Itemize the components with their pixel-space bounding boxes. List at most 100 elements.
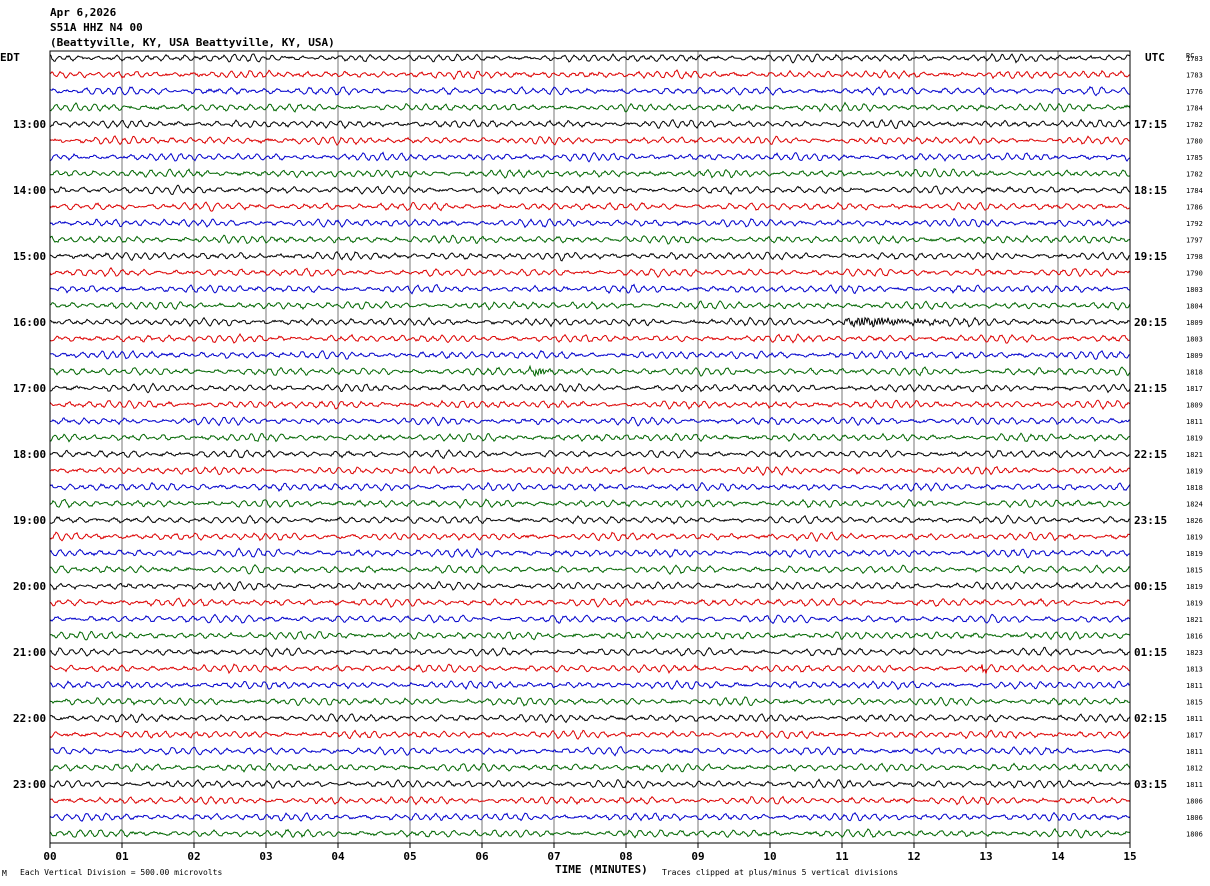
x-tick-label: 00 <box>43 850 56 863</box>
left-hour-label: 18:00 <box>13 448 46 461</box>
rc-value: 1815 <box>1186 567 1203 575</box>
right-hour-label: 21:15 <box>1134 382 1167 395</box>
trace-line <box>49 498 1131 510</box>
x-tick-label: 09 <box>691 850 704 863</box>
trace-line <box>49 168 1131 179</box>
left-hour-label: 23:00 <box>13 778 46 791</box>
trace-line <box>49 696 1131 707</box>
rc-value: 1817 <box>1186 732 1203 740</box>
rc-value: 1811 <box>1186 715 1203 723</box>
trace-line <box>49 811 1131 822</box>
trace-line <box>49 416 1131 427</box>
trace-line <box>49 795 1131 806</box>
rc-value: 1804 <box>1186 303 1203 311</box>
rc-value: 1780 <box>1186 138 1203 146</box>
trace-line <box>49 597 1131 608</box>
trace-line <box>49 69 1131 81</box>
x-tick-label: 10 <box>763 850 776 863</box>
trace-line <box>49 135 1131 146</box>
x-axis-label: TIME (MINUTES) <box>555 863 648 876</box>
trace-line <box>49 283 1131 295</box>
x-tick-label: 14 <box>1051 850 1065 863</box>
rc-value: 1824 <box>1186 501 1203 509</box>
rc-value: 1797 <box>1186 237 1203 245</box>
rc-value: 1790 <box>1186 270 1203 278</box>
trace-line <box>49 300 1131 311</box>
left-hour-label: 21:00 <box>13 646 46 659</box>
left-hour-label: 19:00 <box>13 514 46 527</box>
rc-value: 1809 <box>1186 352 1203 360</box>
clip-note: Traces clipped at plus/minus 5 vertical … <box>662 868 898 877</box>
trace-line <box>49 729 1131 740</box>
right-hour-label: 23:15 <box>1134 514 1167 527</box>
rc-value: 1811 <box>1186 748 1203 756</box>
rc-value: 1782 <box>1186 121 1203 129</box>
trace-line <box>50 85 1131 97</box>
trace-line <box>49 349 1131 360</box>
right-hour-label: 20:15 <box>1134 316 1167 329</box>
footer-mark: M <box>2 869 7 878</box>
rc-value: 1798 <box>1186 253 1203 261</box>
left-hour-label: 15:00 <box>13 250 46 263</box>
x-tick-label: 15 <box>1123 850 1136 863</box>
rc-value: 1819 <box>1186 534 1203 542</box>
rc-value: 1806 <box>1186 814 1203 822</box>
plot-frame <box>49 50 1131 844</box>
header-location: (Beattyville, KY, USA Beattyville, KY, U… <box>50 36 335 49</box>
right-timezone-label: UTC <box>1145 51 1165 64</box>
trace-line <box>49 564 1131 576</box>
x-tick-label: 06 <box>475 850 489 863</box>
trace-line <box>50 364 1131 378</box>
x-tick-label: 12 <box>907 850 920 863</box>
rc-value: 1811 <box>1186 682 1203 690</box>
rc-value: 1784 <box>1186 187 1203 195</box>
x-axis-ticks: 00 01 02 03 04 05 06 07 08 09 10 11 12 13 14 15 <box>43 843 1137 863</box>
rc-value: 1812 <box>1186 765 1203 773</box>
right-hour-label: 22:15 <box>1134 448 1167 461</box>
trace-line <box>49 251 1131 262</box>
right-hour-label: 02:15 <box>1134 712 1167 725</box>
rc-value: 1785 <box>1186 154 1203 162</box>
trace-line <box>49 531 1131 542</box>
rc-value: 1783 <box>1186 55 1203 63</box>
trace-line <box>49 234 1131 245</box>
trace-line <box>49 399 1131 411</box>
x-tick-label: 13 <box>979 850 992 863</box>
left-timezone-label: EDT <box>0 51 20 64</box>
rc-value: 1821 <box>1186 451 1203 459</box>
trace-line <box>49 613 1131 625</box>
trace-line <box>49 101 1131 113</box>
trace-line <box>49 481 1131 493</box>
right-hour-label: 03:15 <box>1134 778 1167 791</box>
trace-line <box>49 316 1131 328</box>
left-hour-labels: 13:00 14:00 15:00 16:00 17:00 18:00 19:00 20:00… <box>13 118 46 791</box>
rc-value: 1783 <box>1186 72 1203 80</box>
trace-line <box>49 151 1131 163</box>
rc-value: 1806 <box>1186 831 1203 839</box>
rc-value: 1815 <box>1186 699 1203 707</box>
right-hour-labels: 17:15 18:15 19:15 20:15 21:15 22:15 23:15 00:15… <box>1134 118 1167 791</box>
rc-value: 1784 <box>1186 105 1203 113</box>
x-tick-label: 05 <box>403 850 416 863</box>
rc-value: 1786 <box>1186 204 1203 212</box>
left-hour-label: 14:00 <box>13 184 46 197</box>
right-hour-label: 18:15 <box>1134 184 1167 197</box>
x-tick-label: 11 <box>835 850 849 863</box>
trace-line <box>49 547 1131 559</box>
x-tick-label: 03 <box>259 850 272 863</box>
trace-line <box>49 201 1130 212</box>
right-hour-label: 19:15 <box>1134 250 1167 263</box>
trace-line <box>49 827 1131 839</box>
rc-value: 1803 <box>1186 336 1203 344</box>
rc-value: 1823 <box>1186 649 1203 657</box>
trace-line <box>49 382 1131 394</box>
trace-line <box>49 184 1131 196</box>
trace-line <box>49 679 1131 691</box>
trace-line <box>49 465 1131 477</box>
left-hour-label: 20:00 <box>13 580 46 593</box>
x-tick-label: 08 <box>619 850 632 863</box>
header-station: S51A HHZ N4 00 <box>50 21 143 34</box>
x-tick-label: 02 <box>187 850 200 863</box>
rc-values: 1783 1783 1776 1784 1782 1780 1785 1782 1784 1786… <box>1186 55 1203 839</box>
